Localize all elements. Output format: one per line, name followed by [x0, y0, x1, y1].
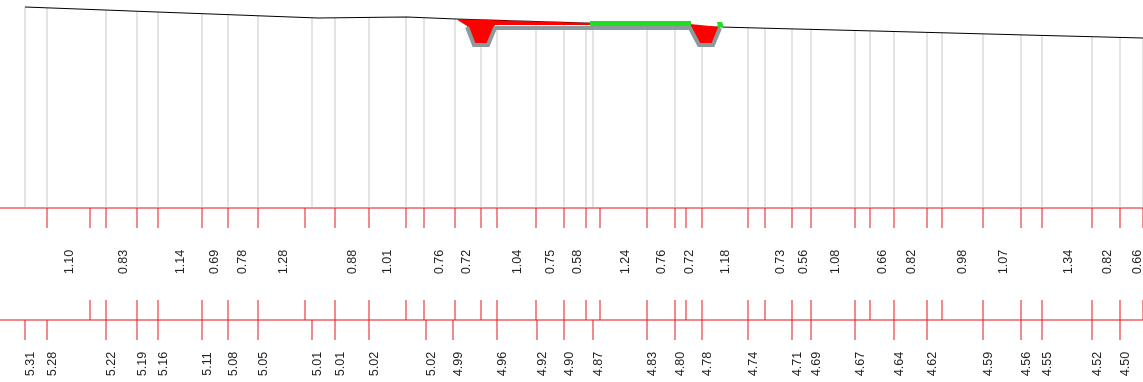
elevation-label: 5.19: [135, 352, 149, 376]
distance-label: 0.88: [345, 250, 359, 274]
elevation-label: 4.78: [700, 352, 714, 376]
elevation-label: 5.11: [200, 352, 214, 375]
distance-label: 0.82: [1100, 250, 1114, 274]
distance-label: 0.66: [875, 250, 889, 274]
elevation-label: 4.69: [809, 352, 823, 376]
elevation-label: 4.67: [853, 352, 867, 376]
elevation-label: 4.74: [746, 352, 760, 376]
terrain-line: [24, 6, 1143, 39]
distance-ticks: [46, 208, 1143, 228]
distance-label: 0.76: [432, 250, 446, 274]
distance-label: 1.18: [718, 250, 732, 274]
elevation-label: 5.31: [23, 352, 37, 376]
elevation-label: 5.01: [310, 352, 324, 376]
distance-label: 0.76: [654, 250, 668, 274]
road-section: [465, 26, 722, 47]
elevation-label: 4.80: [673, 352, 687, 376]
distance-label: 0.58: [570, 250, 584, 274]
elevation-label: 5.28: [45, 352, 59, 376]
elevation-label: 4.62: [925, 352, 939, 376]
elevation-label: 4.52: [1090, 352, 1104, 376]
distance-labels: 1.10 0.83 1.14 0.69 0.78 1.28 0.88 1.01 0.76 0.72…: [62, 250, 1143, 274]
elevation-label: 5.02: [367, 352, 381, 376]
elevation-label: 4.71: [790, 352, 804, 376]
elevation-label: 5.22: [104, 352, 118, 376]
distance-label: 0.73: [773, 250, 787, 274]
separator-ticks: [89, 300, 1143, 320]
elevation-label: 5.01: [333, 352, 347, 376]
elevation-label: 4.90: [562, 352, 576, 376]
distance-label: 0.98: [955, 250, 969, 274]
elevation-label: 4.87: [591, 352, 605, 376]
distance-label: 1.34: [1061, 250, 1075, 274]
distance-label: 1.04: [510, 250, 524, 274]
elevation-label: 5.08: [226, 352, 240, 376]
distance-label: 0.56: [796, 250, 810, 274]
elevation-ticks: [24, 320, 1121, 340]
distance-label: 0.69: [207, 250, 221, 274]
distance-label: 1.28: [276, 250, 290, 274]
elevation-label: 4.56: [1019, 352, 1033, 376]
elevation-label: 4.64: [892, 352, 906, 376]
elevation-label: 5.05: [256, 352, 270, 376]
elevation-label: 4.99: [451, 352, 465, 376]
cut-area: [456, 19, 590, 44]
distance-label: 0.78: [235, 250, 249, 274]
elevation-label: 4.50: [1118, 352, 1132, 376]
elevation-label: 4.96: [495, 352, 509, 376]
distance-label: 1.07: [996, 250, 1010, 274]
distance-label: 1.08: [828, 250, 842, 274]
distance-label: 1.24: [618, 250, 632, 274]
elevation-label: 4.83: [645, 352, 659, 376]
fill-area: [717, 22, 724, 28]
distance-label: 0.82: [904, 250, 918, 274]
station-gridlines: [24, 7, 1143, 207]
distance-label: 0.72: [682, 250, 696, 274]
elevation-labels: 5.31 5.28 5.22 5.19 5.16 5.11 5.08 5.05 5.01 5.01…: [23, 352, 1132, 376]
elevation-label: 4.55: [1040, 352, 1054, 376]
fill-area: [590, 21, 691, 27]
elevation-label: 5.16: [156, 352, 170, 376]
distance-label: 0.66: [1130, 250, 1143, 274]
distance-label: 0.83: [116, 250, 130, 274]
distance-label: 0.72: [459, 250, 473, 274]
distance-label: 0.75: [543, 250, 557, 274]
distance-label: 1.10: [62, 250, 76, 274]
distance-label: 1.14: [173, 250, 187, 274]
distance-label: 1.01: [380, 250, 394, 274]
elevation-label: 4.92: [535, 352, 549, 376]
elevation-label: 4.59: [981, 352, 995, 376]
elevation-label: 5.02: [424, 352, 438, 376]
